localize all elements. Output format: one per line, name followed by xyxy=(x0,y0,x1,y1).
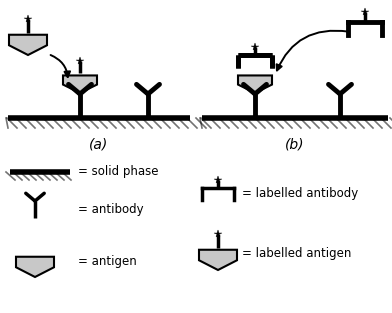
Polygon shape xyxy=(199,250,237,270)
Polygon shape xyxy=(63,75,97,93)
Text: (b): (b) xyxy=(285,138,305,152)
Text: = solid phase: = solid phase xyxy=(78,166,158,178)
Text: (a): (a) xyxy=(89,138,109,152)
Polygon shape xyxy=(238,75,272,93)
Text: = antigen: = antigen xyxy=(78,255,137,269)
Text: = antibody: = antibody xyxy=(78,203,143,217)
Text: = labelled antigen: = labelled antigen xyxy=(242,247,351,259)
Polygon shape xyxy=(16,257,54,277)
Polygon shape xyxy=(9,35,47,55)
Text: = labelled antibody: = labelled antibody xyxy=(242,187,358,201)
